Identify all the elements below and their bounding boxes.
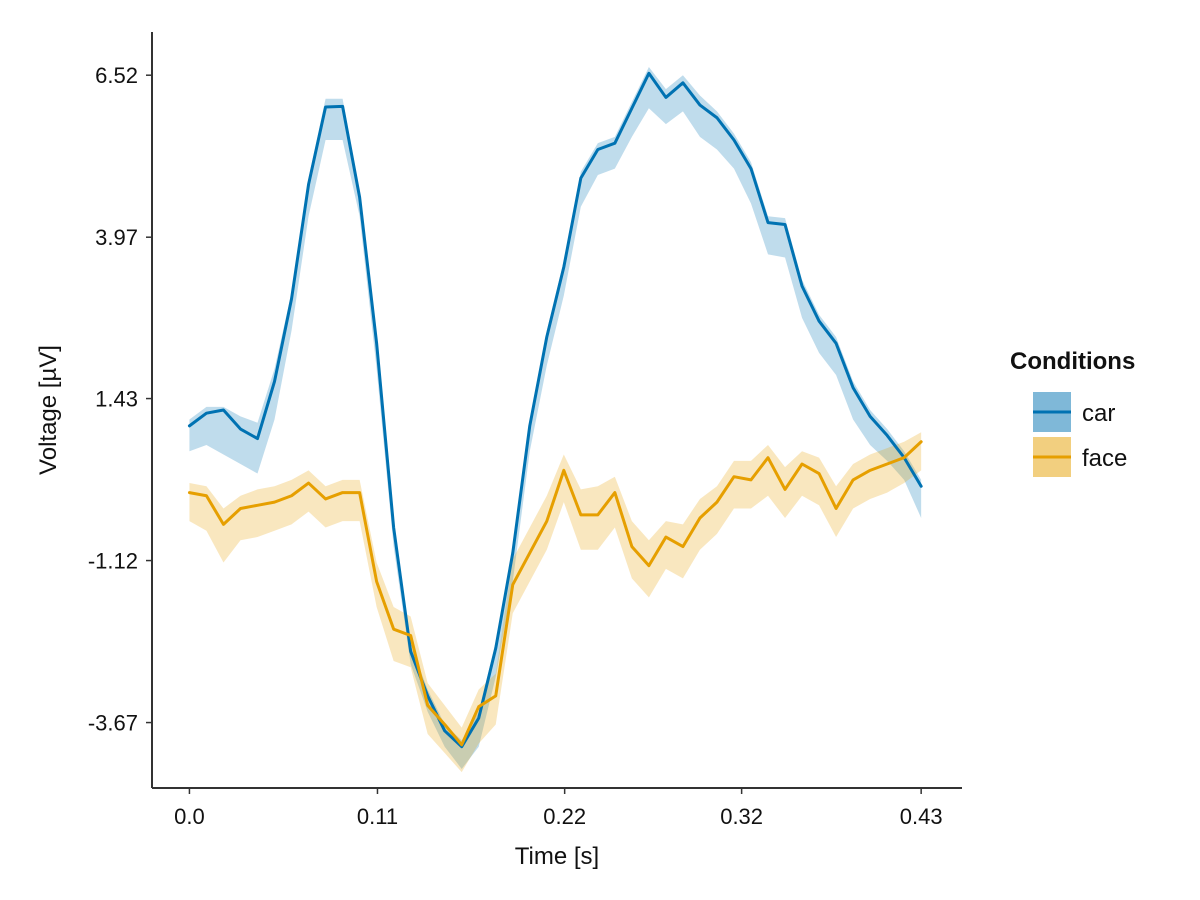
x-tick-label: 0.43 (900, 804, 943, 829)
x-tick-label: 0.22 (543, 804, 586, 829)
y-ticks: 6.52 3.97 1.43 -1.12 -3.67 (88, 63, 152, 736)
x-tick-label: 0.0 (174, 804, 205, 829)
y-tick-label: -1.12 (88, 549, 138, 574)
car-line (187, 71, 923, 749)
series-lines (187, 71, 923, 749)
x-axis-title: Time [s] (515, 843, 599, 870)
car-band (189, 66, 922, 769)
x-ticks: 0.0 0.11 0.22 0.32 0.43 (174, 788, 943, 829)
legend-title: Conditions (1010, 348, 1135, 375)
y-axis-title: Voltage [µV] (35, 345, 62, 475)
legend-label-face: face (1082, 445, 1127, 472)
legend: Conditions car face (1010, 348, 1135, 477)
x-tick-label: 0.32 (720, 804, 763, 829)
x-tick-label: 0.11 (357, 804, 398, 829)
y-tick-label: 1.43 (95, 387, 138, 412)
legend-entries: car face (1033, 392, 1127, 477)
confidence-bands (189, 66, 922, 773)
y-tick-label: -3.67 (88, 711, 138, 736)
y-tick-label: 3.97 (95, 225, 138, 250)
y-tick-label: 6.52 (95, 63, 138, 88)
face-band (189, 432, 922, 773)
face-line (187, 440, 923, 747)
axes (151, 32, 962, 789)
legend-label-car: car (1082, 400, 1115, 427)
